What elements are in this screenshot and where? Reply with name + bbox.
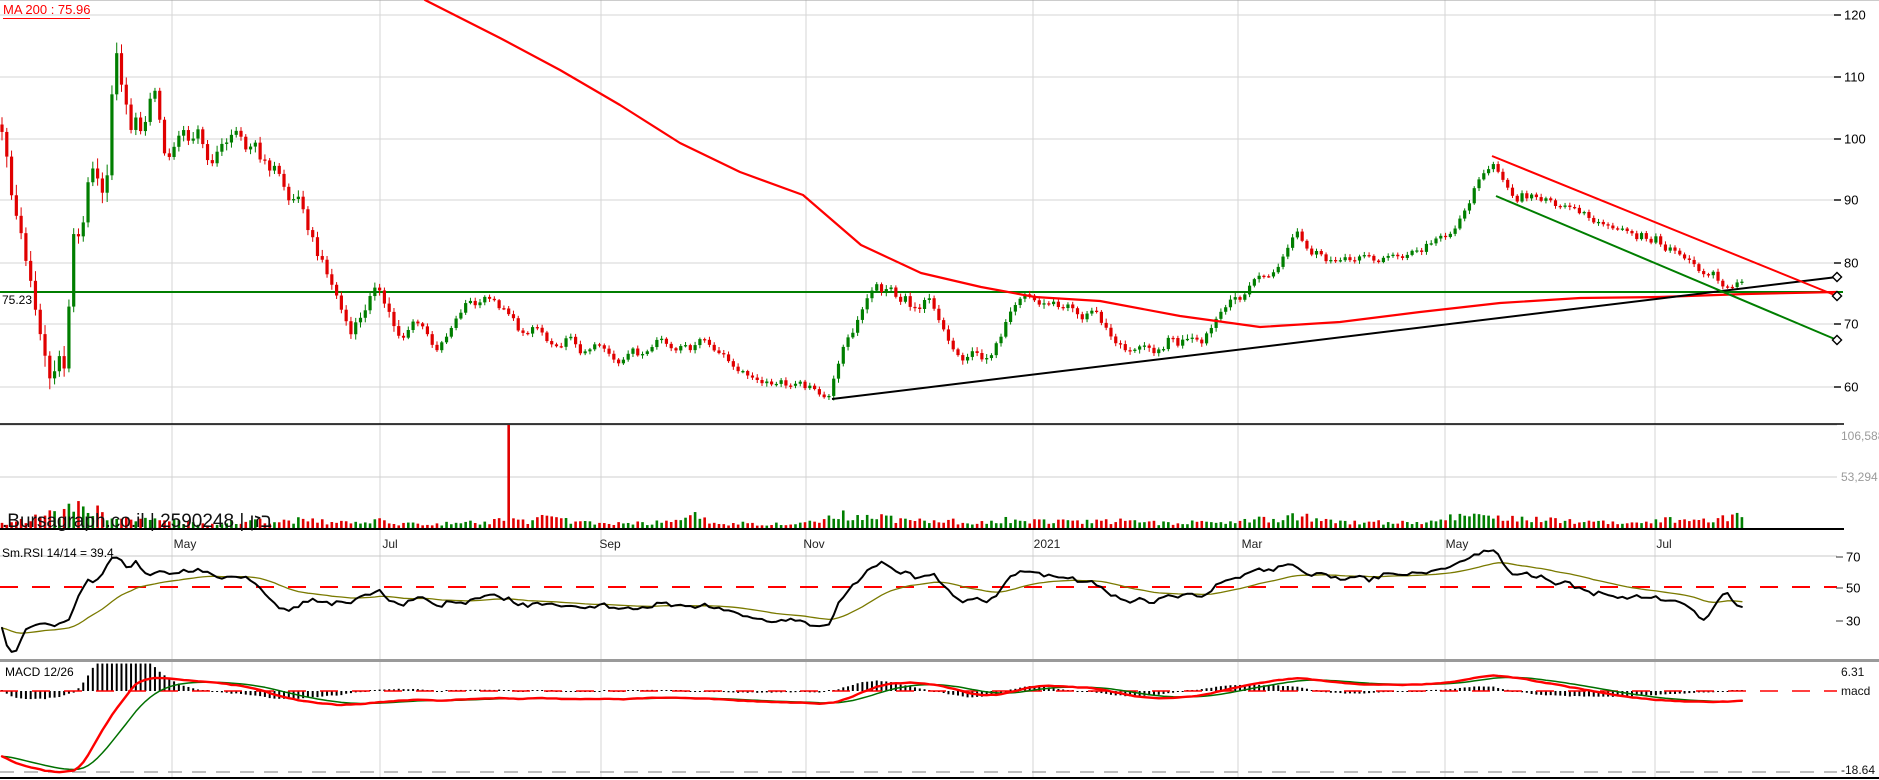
rsi-label: Sm.RSI 14/14 = 39.4: [2, 546, 114, 560]
volume-tick-label: 106,588: [1841, 429, 1879, 443]
watermark-text: .Bursagraph.co.il | 2590248 | בזן: [2, 511, 272, 532]
price-level-label: 75.23: [2, 293, 33, 307]
price-tick-label: 60: [1844, 379, 1859, 395]
macd-tick-label: -18.64: [1841, 763, 1876, 777]
x-axis-label: Sep: [599, 537, 621, 551]
price-tick-label: 90: [1844, 192, 1859, 208]
volume-tick-label: 53,294: [1841, 470, 1878, 484]
x-axis-label: Nov: [803, 537, 825, 551]
x-axis-label: May: [173, 537, 197, 551]
rsi-tick-label: 50: [1846, 580, 1861, 596]
price-tick-label: 70: [1844, 316, 1859, 332]
x-axis-label: May: [1445, 537, 1469, 551]
macd-tick-label: macd: [1841, 684, 1871, 698]
rsi-tick-label: 30: [1846, 613, 1861, 629]
x-axis-label: Jul: [1656, 537, 1672, 551]
x-axis-label: Mar: [1241, 537, 1263, 551]
macd-label: MACD 12/26: [5, 665, 74, 679]
ma200-label: MA 200 : 75.96: [3, 2, 91, 19]
price-tick-label: 100: [1844, 131, 1866, 147]
macd-tick-label: 6.31: [1841, 665, 1865, 679]
rsi-tick-label: 70: [1846, 549, 1861, 565]
x-axis-label: Jul: [382, 537, 398, 551]
price-tick-label: 110: [1844, 69, 1865, 85]
price-tick-label: 80: [1844, 255, 1859, 271]
x-axis-label: 2021: [1033, 537, 1061, 551]
price-tick-label: 120: [1844, 7, 1866, 23]
